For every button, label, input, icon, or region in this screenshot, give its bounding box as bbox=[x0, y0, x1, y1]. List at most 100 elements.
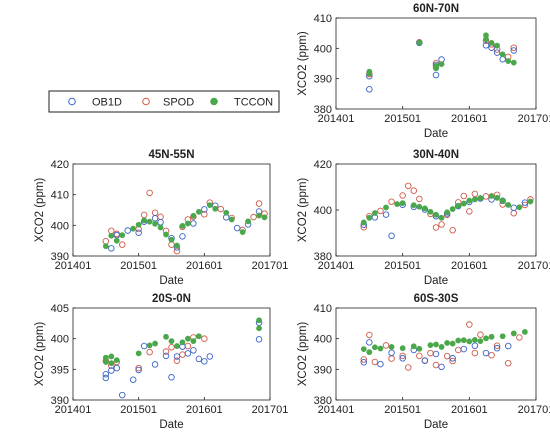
panel-3-point-tccon bbox=[360, 219, 367, 226]
panel-1: 60N-70N 201401 201501 201601 201701 380 390 400… bbox=[297, 3, 550, 140]
panel-1-point-spod bbox=[510, 44, 518, 51]
panel-1-title: 60N-70N bbox=[413, 3, 459, 15]
panel-4-point-ob1d bbox=[184, 350, 192, 357]
panel-5-point-spod bbox=[366, 331, 373, 339]
panel-2-point-tccon bbox=[108, 232, 115, 239]
panel-4-point-spod bbox=[168, 344, 175, 351]
panel-1-point-ob1d bbox=[366, 86, 373, 93]
panel-2-point-ob1d bbox=[108, 245, 115, 252]
panel-4-point-ob1d bbox=[173, 353, 181, 360]
panel-5-xtick-label: 201701 bbox=[518, 404, 550, 416]
panel-2-series-tccon bbox=[102, 202, 268, 250]
panel-2-ytick-label: 410 bbox=[51, 190, 69, 202]
panel-5-point-spod bbox=[471, 349, 479, 357]
panel-2-ytick-label: 390 bbox=[51, 251, 69, 263]
panel-2-point-tccon bbox=[174, 242, 180, 249]
panel-4-point-tccon bbox=[190, 338, 197, 345]
panel-4-point-ob1d bbox=[201, 358, 208, 365]
panel-3-point-tccon bbox=[477, 195, 484, 201]
panel-5-ytick-label: 400 bbox=[314, 334, 332, 346]
panel-4-point-ob1d bbox=[118, 391, 126, 399]
panel-4-point-ob1d bbox=[102, 370, 110, 378]
panel-2-xtick-label: 201501 bbox=[120, 260, 157, 272]
panel-4-point-tccon bbox=[256, 325, 262, 332]
panel-4-xtick-label: 201501 bbox=[120, 404, 157, 416]
panel-3-point-tccon bbox=[516, 204, 523, 211]
panel-2-point-spod bbox=[201, 211, 208, 218]
panel-4-point-spod bbox=[135, 364, 142, 372]
panel-3-point-spod bbox=[377, 207, 384, 215]
panel-1-point-ob1d bbox=[510, 47, 518, 54]
panel-5-point-tccon bbox=[521, 329, 528, 335]
panel-2-point-ob1d bbox=[135, 229, 142, 236]
panel-5-point-tccon bbox=[488, 333, 495, 340]
panel-3-series-tccon bbox=[360, 193, 534, 226]
panel-4-point-ob1d bbox=[190, 347, 197, 354]
panel-5-axes-box bbox=[335, 307, 537, 401]
panel-5: 60S-30S 201401 201501 201601 201701 380 390 400… bbox=[297, 293, 550, 431]
panel-4-point-tccon bbox=[163, 333, 169, 340]
panel-3-ytick-label: 420 bbox=[314, 159, 332, 171]
panel-1-point-ob1d bbox=[493, 49, 501, 56]
panel-5-ytick-label: 380 bbox=[314, 395, 332, 407]
panel-4-ytick-label: 390 bbox=[51, 395, 69, 407]
panel-5-point-tccon bbox=[483, 335, 489, 342]
panel-5-point-tccon bbox=[510, 330, 517, 337]
legend-marker-spod bbox=[142, 97, 150, 106]
panel-2-point-tccon bbox=[119, 232, 126, 239]
panel-2-point-tccon bbox=[212, 205, 219, 212]
panel-5-point-spod bbox=[416, 352, 423, 360]
panel-4-point-tccon bbox=[146, 342, 153, 349]
panel-5-point-tccon bbox=[416, 345, 423, 352]
panel-3-point-tccon bbox=[394, 201, 401, 207]
panel-3-point-tccon bbox=[449, 206, 456, 212]
panel-2-point-tccon bbox=[102, 243, 109, 250]
panel-3-point-tccon bbox=[499, 197, 506, 204]
panel-4-point-tccon bbox=[256, 317, 262, 324]
panel-3-point-tccon bbox=[416, 203, 423, 210]
panel-3-point-spod bbox=[404, 182, 412, 190]
panel-1-point-tccon bbox=[505, 58, 512, 64]
panel-5-point-spod bbox=[516, 334, 523, 341]
panel-3-point-tccon bbox=[399, 200, 406, 206]
panel-4-point-ob1d bbox=[206, 353, 214, 360]
panel-5-point-spod bbox=[488, 351, 495, 359]
panel-4-point-ob1d bbox=[255, 336, 263, 343]
panel-5-point-tccon bbox=[438, 344, 445, 350]
panel-5-point-ob1d bbox=[377, 360, 384, 368]
panel-3-point-tccon bbox=[433, 211, 439, 218]
panel-5-point-tccon bbox=[444, 340, 451, 346]
legend-label-tccon: TCCON bbox=[234, 97, 273, 109]
panel-5-series-spod bbox=[360, 321, 523, 371]
panel-4-ytick-label: 405 bbox=[51, 303, 69, 315]
panel-4-point-tccon bbox=[102, 354, 109, 361]
panel-3-point-tccon bbox=[371, 210, 378, 216]
panel-3-point-tccon bbox=[527, 198, 534, 205]
panel-2-point-spod bbox=[250, 213, 257, 221]
panel-1-point-ob1d bbox=[482, 42, 490, 49]
panel-5-point-spod bbox=[466, 321, 473, 328]
panel-3: 30N-40N 201401 201501 201601 201701 380 400 420… bbox=[297, 149, 550, 287]
panel-4-ytick-label: 395 bbox=[51, 364, 69, 376]
panel-1-ytick-label: 390 bbox=[314, 74, 332, 86]
panel-4-xtick-label: 201401 bbox=[55, 404, 92, 416]
panel-2-point-spod bbox=[255, 200, 263, 207]
panel-5-point-ob1d bbox=[482, 349, 490, 357]
panel-5-ylabel: XCO2 (ppm) bbox=[297, 322, 309, 387]
panel-1-ytick-label: 380 bbox=[314, 104, 332, 116]
panel-1-point-tccon bbox=[438, 61, 445, 68]
panel-3-point-tccon bbox=[444, 209, 451, 216]
panel-1-xtick-label: 201401 bbox=[318, 113, 355, 125]
panel-2-point-tccon bbox=[168, 236, 175, 243]
panel-2-point-tccon bbox=[146, 218, 153, 225]
panel-5-point-tccon bbox=[466, 338, 473, 345]
panel-4-series-ob1d bbox=[102, 319, 263, 399]
panel-3-xtick-label: 201701 bbox=[518, 260, 550, 272]
panel-2-ytick-label: 420 bbox=[51, 159, 69, 171]
panel-5-point-tccon bbox=[371, 344, 378, 351]
panel-5-point-ob1d bbox=[460, 345, 468, 353]
panel-4-point-tccon bbox=[185, 335, 191, 342]
panel-4-point-tccon bbox=[152, 340, 158, 347]
panel-2-xlabel: Date bbox=[159, 275, 183, 287]
panel-4: 20S-0N 201401 201501 201601 201701 390 395 400 4… bbox=[34, 293, 288, 431]
